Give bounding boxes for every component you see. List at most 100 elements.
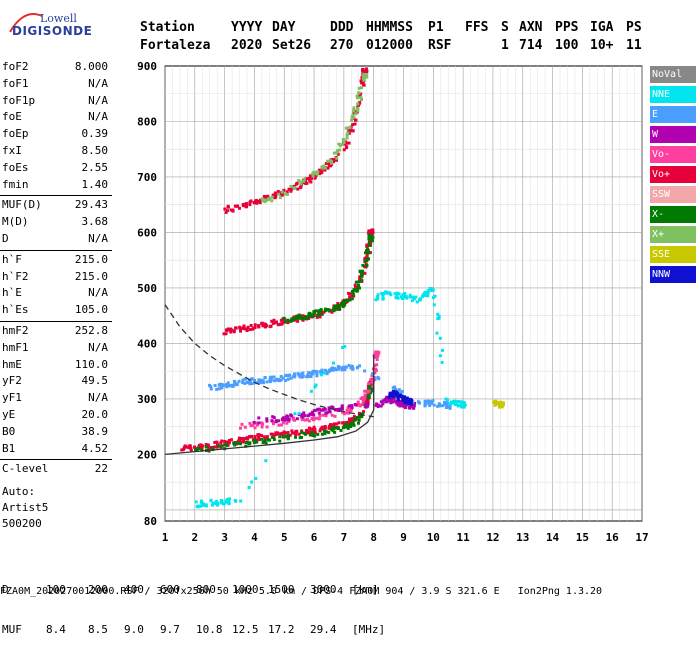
data-point [330,310,334,314]
data-point [429,289,433,293]
data-point [312,425,316,429]
data-point [445,403,449,407]
data-point [308,179,312,183]
data-point [318,370,322,374]
row-value: 12.5 [232,623,259,636]
data-point [195,448,199,452]
data-point [327,308,331,312]
data-point [367,244,371,248]
data-point [237,438,241,442]
data-point [323,368,327,372]
distance-row: D 100 200 400 600 800 1000 1500 3000 [km] [0,583,379,597]
data-point [317,407,321,411]
data-point [277,192,281,196]
data-point [258,380,262,384]
data-point [393,385,397,389]
data-point [399,295,403,299]
data-point [278,439,282,443]
data-point [197,447,201,451]
data-point [356,102,360,106]
data-point [345,133,349,137]
parameter-value: N/A [88,391,108,405]
data-point [335,304,339,308]
data-point [367,231,371,235]
data-point [362,75,366,79]
data-point [346,131,350,135]
data-point [238,325,242,329]
header-value-ps: 11 [626,38,642,53]
data-point [396,400,400,404]
data-point [361,412,365,416]
data-point [370,228,374,232]
data-point [320,368,324,372]
data-point [276,190,280,194]
data-point [239,499,243,503]
data-point [408,293,412,297]
legend-entry: Vo+ [650,166,696,183]
data-point [298,375,302,379]
data-point [414,295,418,299]
header-label-ddd: DDD [330,20,354,35]
header-label-ffs: FFS [465,20,489,35]
row-value: 200 [88,583,108,596]
data-point [247,435,251,439]
data-point [440,348,444,352]
data-point [262,198,266,202]
data-point [374,353,378,357]
data-point [357,280,361,284]
data-point [376,354,380,358]
data-point [294,432,298,436]
y-tick-label: 80 [144,515,157,528]
data-point [362,397,366,401]
parameter-name: D [2,232,9,245]
data-point [317,312,321,316]
data-point [343,303,347,307]
data-point [253,378,257,382]
data-point [260,437,264,441]
data-point [357,91,361,95]
data-point [296,187,300,191]
data-point [388,394,392,398]
distance-muf-table: D 100 200 400 600 800 1000 1500 3000 [km] MUF 8.4 8… [0,557,385,650]
data-point [331,366,335,370]
data-point [462,404,466,408]
parameter-name: foF1 [2,76,29,90]
data-point [264,197,268,201]
data-point [183,444,187,448]
legend-entry: NoVal [650,66,696,83]
data-point [286,321,290,325]
parameter-name: h`Es [2,303,29,317]
data-point [396,296,400,300]
data-point [493,403,497,407]
data-point [320,426,324,430]
parameter-name: foEp [2,127,29,141]
data-point [359,96,363,100]
data-point [358,404,362,408]
data-point [232,383,236,387]
data-point [335,151,339,155]
data-point [381,293,385,297]
data-point [218,382,222,386]
data-point [315,373,319,377]
parameter-row: yF1 N/A [2,391,108,407]
data-point [299,315,303,319]
data-point [455,400,459,404]
data-point [351,292,355,296]
data-point [351,417,355,421]
data-point [276,377,280,381]
data-point [314,173,318,177]
data-point [333,414,337,418]
data-point [298,186,302,190]
parameter-value: 38.9 [81,424,109,438]
data-point [341,305,345,309]
data-point [326,166,330,170]
data-point [376,375,380,379]
data-point [301,374,305,378]
parameter-row: MUF(D) 29.43 [2,198,108,214]
data-point [272,437,276,441]
y-tick-label: 600 [137,226,157,239]
data-point [223,439,227,443]
parameter-name: MUF(D) [2,198,42,212]
data-point [241,326,245,330]
data-point [353,402,357,406]
